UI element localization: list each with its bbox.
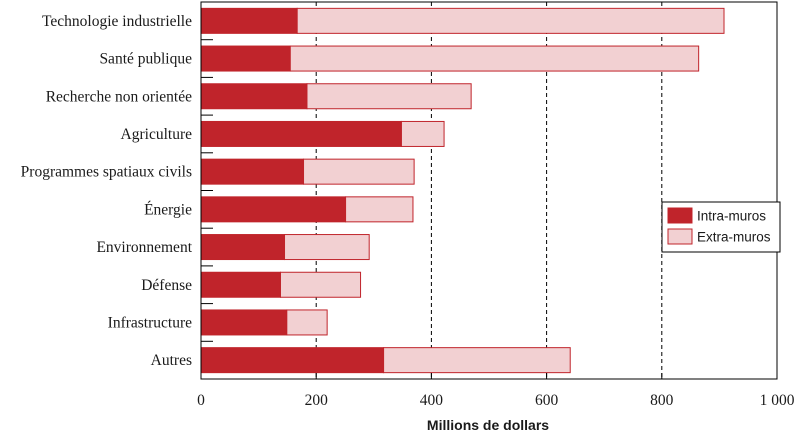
bar-intra-muros xyxy=(200,271,281,298)
bar-intra-muros xyxy=(200,45,291,72)
bar-extra-muros xyxy=(383,347,571,374)
legend-swatch xyxy=(667,228,693,245)
bar-intra-muros xyxy=(200,83,308,110)
bar-intra-muros xyxy=(200,196,347,223)
bar-extra-muros xyxy=(400,120,445,147)
bar-extra-muros xyxy=(284,234,370,261)
bar-intra-muros xyxy=(200,7,298,34)
bar-extra-muros xyxy=(286,309,328,336)
bar-intra-muros xyxy=(200,234,286,261)
plot-frame xyxy=(200,1,778,380)
bar-intra-muros xyxy=(200,120,402,147)
category-label: Programmes spatiaux civils xyxy=(21,164,192,181)
category-label: Énergie xyxy=(144,201,192,218)
x-tick-label: 600 xyxy=(535,392,559,409)
x-tick-label: 200 xyxy=(305,392,329,409)
bar-extra-muros xyxy=(279,271,362,298)
category-label: Technologie industrielle xyxy=(42,13,192,30)
plot-border xyxy=(200,1,778,380)
x-tick-label: 0 xyxy=(197,392,205,409)
bar-intra-muros xyxy=(200,309,288,336)
category-label: Environnement xyxy=(96,239,192,256)
legend: Intra-muros Extra-muros xyxy=(661,201,781,253)
x-tick-label: 1 000 xyxy=(760,392,795,409)
category-label: Agriculture xyxy=(121,126,193,143)
bar-intra-muros xyxy=(200,158,305,185)
bars xyxy=(200,7,725,374)
x-tick-label: 800 xyxy=(650,392,674,409)
x-tick-labels: 0 200 400 600 800 1 000 xyxy=(197,373,795,409)
legend-label: Extra-muros xyxy=(697,230,771,245)
bar-extra-muros xyxy=(296,7,725,34)
category-label: Recherche non orientée xyxy=(46,88,192,105)
category-labels: Technologie industrielle Santé publique Re… xyxy=(21,13,213,369)
bar-extra-muros xyxy=(303,158,415,185)
bar-extra-muros xyxy=(345,196,414,223)
category-label: Défense xyxy=(141,277,192,294)
category-label: Santé publique xyxy=(99,51,192,68)
x-tick-label: 400 xyxy=(420,392,444,409)
bar-intra-muros xyxy=(200,347,385,374)
category-label: Infrastructure xyxy=(108,314,192,331)
bar-extra-muros xyxy=(306,83,472,110)
legend-swatch xyxy=(667,207,693,224)
bar-extra-muros xyxy=(289,45,700,72)
legend-label: Intra-muros xyxy=(697,209,766,224)
category-label: Autres xyxy=(151,352,192,369)
x-axis-title: Millions de dollars xyxy=(427,417,549,433)
